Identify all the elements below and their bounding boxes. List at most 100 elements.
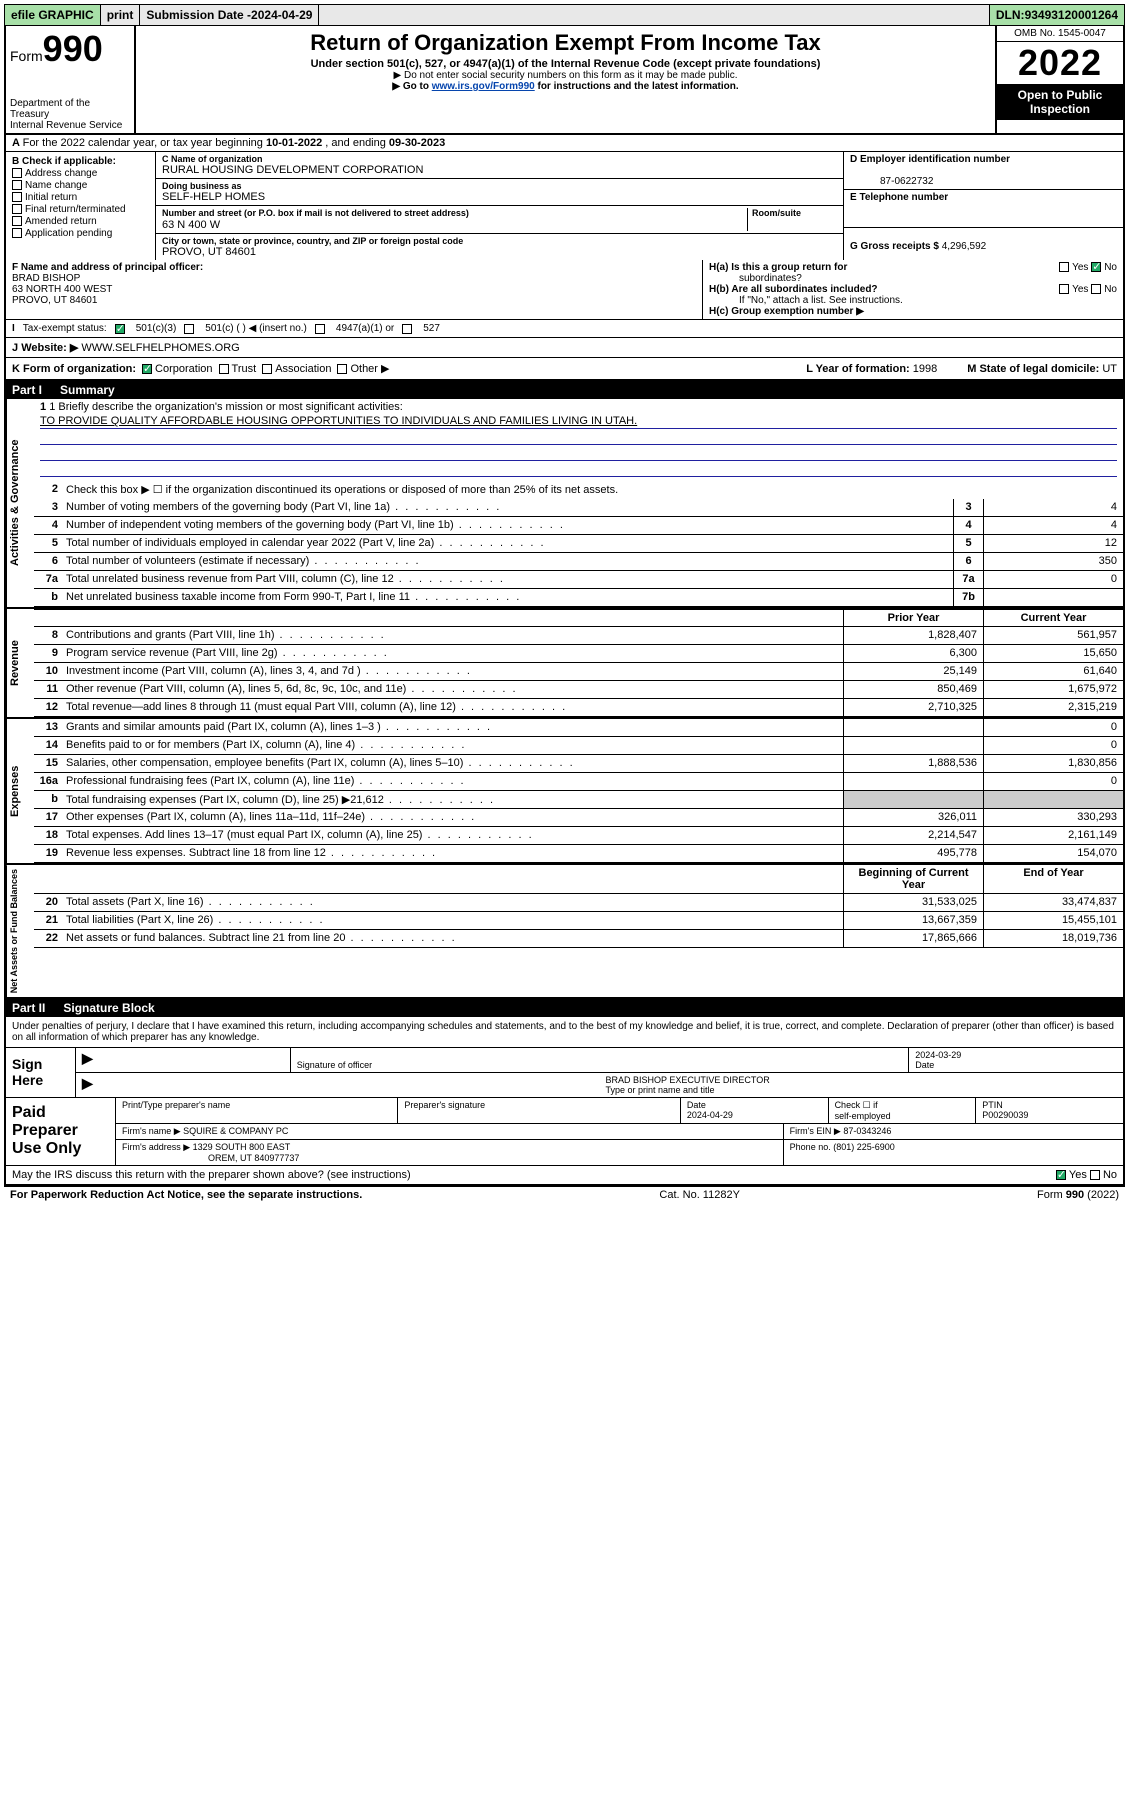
chk-other[interactable] [337, 364, 347, 374]
mission-block: 1 1 Briefly describe the organization's … [34, 399, 1123, 481]
col-DEG: D Employer identification number 87-0622… [843, 152, 1123, 260]
print-button[interactable]: print [101, 5, 141, 25]
paid-preparer-label: Paid Preparer Use Only [6, 1098, 116, 1165]
chk-application-pending[interactable]: Application pending [12, 228, 149, 239]
gov-line-6: 6Total number of volunteers (estimate if… [34, 553, 1123, 571]
dln: DLN: 93493120001264 [990, 5, 1124, 25]
chk-final-return[interactable]: Final return/terminated [12, 204, 149, 215]
summary-revenue: Revenue Prior Year Current Year 8Contrib… [4, 609, 1125, 719]
line-8: 8Contributions and grants (Part VIII, li… [34, 627, 1123, 645]
entity-section: A For the 2022 calendar year, or tax yea… [4, 135, 1125, 381]
dept-treasury: Department of the Treasury [10, 98, 130, 120]
efile-topbar: efile GRAPHIC print Submission Date - 20… [4, 4, 1125, 26]
city-state-zip: PROVO, UT 84601 [162, 246, 837, 258]
form-subtitle-1: Under section 501(c), 527, or 4947(a)(1)… [140, 58, 991, 70]
col-C-name-addr: C Name of organization RURAL HOUSING DEV… [156, 152, 843, 260]
col-H-group: H(a) Is this a group return for Yes No s… [703, 260, 1123, 319]
omb-number: OMB No. 1545-0047 [997, 26, 1123, 42]
firm-name: SQUIRE & COMPANY PC [183, 1126, 288, 1136]
chk-assoc[interactable] [262, 364, 272, 374]
vlabel-revenue: Revenue [6, 609, 34, 717]
line-14: 14Benefits paid to or for members (Part … [34, 737, 1123, 755]
prior-year-header: Prior Year [843, 610, 983, 626]
firm-addr1: 1329 SOUTH 800 EAST [193, 1142, 291, 1152]
row-G-gross: G Gross receipts $ 4,296,592 [844, 228, 1123, 254]
chk-amended-return[interactable]: Amended return [12, 216, 149, 227]
line-13: 13Grants and similar amounts paid (Part … [34, 719, 1123, 737]
officer-addr1: 63 NORTH 400 WEST [12, 284, 112, 295]
current-year-header: Current Year [983, 610, 1123, 626]
dba: SELF-HELP HOMES [162, 191, 837, 203]
summary-expenses: Expenses 13Grants and similar amounts pa… [4, 719, 1125, 865]
part2-header: Part II Signature Block [4, 999, 1125, 1017]
part1-header: Part I Summary [4, 381, 1125, 399]
website-value: WWW.SELFHELPHOMES.ORG [81, 342, 239, 354]
officer-name: BRAD BISHOP [12, 273, 80, 284]
form-subtitle-3: ▶ Go to www.irs.gov/Form990 for instruct… [140, 81, 991, 92]
may-irs-discuss: May the IRS discuss this return with the… [6, 1165, 1123, 1184]
vlabel-governance: Activities & Governance [6, 399, 34, 607]
summary-netassets: Net Assets or Fund Balances Beginning of… [4, 865, 1125, 999]
row-D-ein: D Employer identification number 87-0622… [844, 152, 1123, 190]
state-domicile: UT [1102, 363, 1117, 375]
chk-trust[interactable] [219, 364, 229, 374]
line-10: 10Investment income (Part VIII, column (… [34, 663, 1123, 681]
paid-preparer: Paid Preparer Use Only Print/Type prepar… [6, 1097, 1123, 1165]
tax-year: 2022 [997, 42, 1123, 84]
chk-corp[interactable] [142, 364, 152, 374]
form-subtitle-2: ▶ Do not enter social security numbers o… [140, 70, 991, 81]
form-number: Form990 [10, 28, 130, 70]
gross-receipts: 4,296,592 [942, 241, 987, 252]
sig-date: 2024-03-29 [915, 1050, 961, 1060]
open-to-public: Open to PublicInspection [997, 84, 1123, 120]
dept-irs: Internal Revenue Service [10, 120, 130, 131]
line-b: bTotal fundraising expenses (Part IX, co… [34, 791, 1123, 809]
beg-year-header: Beginning of Current Year [843, 865, 983, 893]
chk-mayirs-no[interactable] [1090, 1170, 1100, 1180]
gov-line-4: 4Number of independent voting members of… [34, 517, 1123, 535]
chk-527[interactable] [402, 324, 412, 334]
footer-left: For Paperwork Reduction Act Notice, see … [10, 1189, 362, 1201]
row-J-website: J Website: ▶ WWW.SELFHELPHOMES.ORG [6, 338, 1123, 358]
line-17: 17Other expenses (Part IX, column (A), l… [34, 809, 1123, 827]
form-header-left: Form990 Department of the Treasury Inter… [6, 26, 136, 133]
gov-line-7a: 7aTotal unrelated business revenue from … [34, 571, 1123, 589]
chk-name-change[interactable]: Name change [12, 180, 149, 191]
form-title: Return of Organization Exempt From Incom… [140, 30, 991, 56]
row-K-form-org: K Form of organization: Corporation Trus… [6, 358, 1123, 379]
addr-label: Number and street (or P.O. box if mail i… [162, 208, 469, 218]
chk-initial-return[interactable]: Initial return [12, 192, 149, 203]
vlabel-netassets: Net Assets or Fund Balances [6, 865, 34, 997]
row-A-tax-year: A For the 2022 calendar year, or tax yea… [6, 135, 1123, 152]
chk-501c3[interactable] [115, 324, 125, 334]
chk-address-change[interactable]: Address change [12, 168, 149, 179]
city-label: City or town, state or province, country… [162, 236, 837, 246]
line-15: 15Salaries, other compensation, employee… [34, 755, 1123, 773]
chk-501c[interactable] [184, 324, 194, 334]
footer-form: Form 990 (2022) [1037, 1189, 1119, 1201]
row-E-telephone: E Telephone number [844, 190, 1123, 228]
topbar-spacer [319, 5, 989, 25]
gov-line-7b: bNet unrelated business taxable income f… [34, 589, 1123, 607]
penalty-statement: Under penalties of perjury, I declare th… [6, 1017, 1123, 1048]
signature-block: Under penalties of perjury, I declare th… [4, 1017, 1125, 1186]
ein-value: 87-0622732 [850, 176, 933, 187]
ptin: P00290039 [982, 1110, 1028, 1120]
line-12: 12Total revenue—add lines 8 through 11 (… [34, 699, 1123, 717]
vlabel-expenses: Expenses [6, 719, 34, 863]
line-11: 11Other revenue (Part VIII, column (A), … [34, 681, 1123, 699]
line-20: 20Total assets (Part X, line 16)31,533,0… [34, 894, 1123, 912]
irs-link[interactable]: www.irs.gov/Form990 [432, 81, 535, 92]
end-year-header: End of Year [983, 865, 1123, 893]
firm-phone: (801) 225-6900 [833, 1142, 895, 1152]
submission-date: Submission Date - 2024-04-29 [140, 5, 319, 25]
line-18: 18Total expenses. Add lines 13–17 (must … [34, 827, 1123, 845]
org-name: RURAL HOUSING DEVELOPMENT CORPORATION [162, 164, 837, 176]
gov-line-5: 5Total number of individuals employed in… [34, 535, 1123, 553]
form-header-right: OMB No. 1545-0047 2022 Open to PublicIns… [995, 26, 1123, 133]
chk-4947[interactable] [315, 324, 325, 334]
officer-name-title: BRAD BISHOP EXECUTIVE DIRECTOR [606, 1075, 770, 1085]
chk-mayirs-yes[interactable] [1056, 1170, 1066, 1180]
gov-line-3: 3Number of voting members of the governi… [34, 499, 1123, 517]
summary-governance: Activities & Governance 1 1 Briefly desc… [4, 399, 1125, 609]
